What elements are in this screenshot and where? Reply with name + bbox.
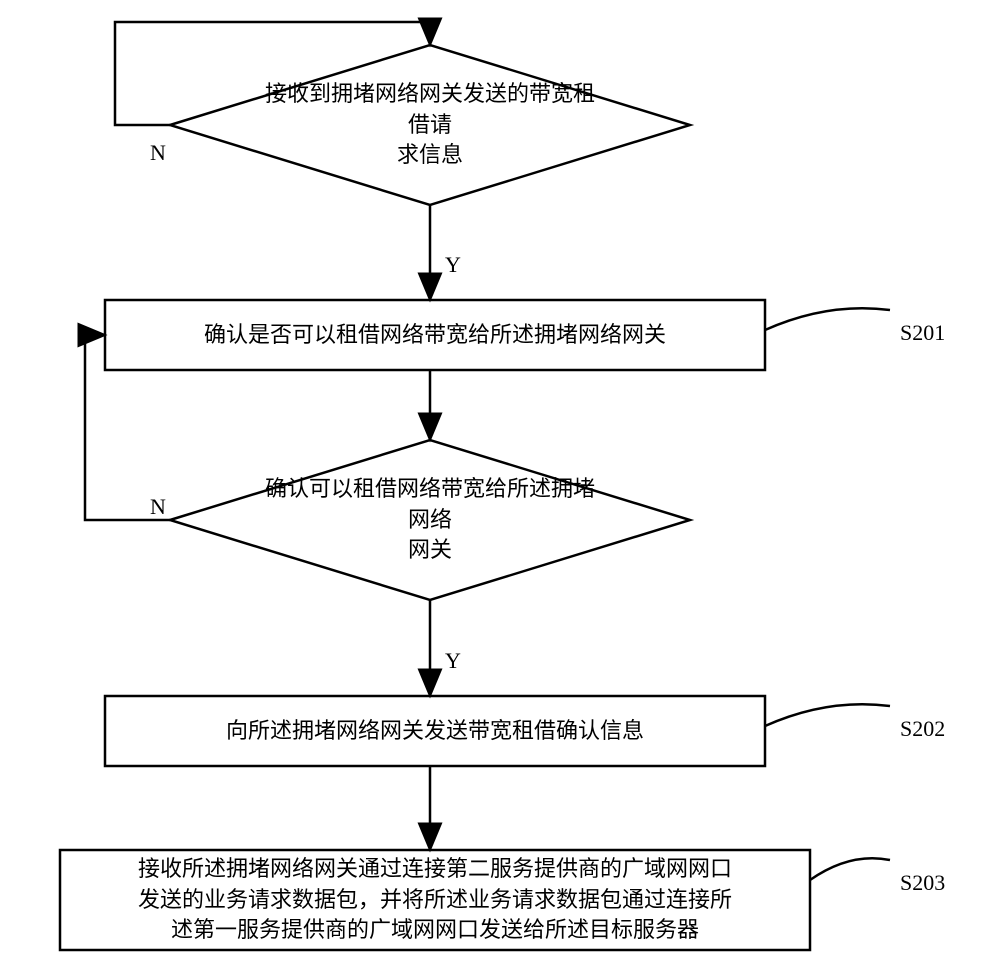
node-process3: 接收所述拥堵网络网关通过连接第二服务提供商的广域网网口 发送的业务请求数据包，并… (60, 850, 810, 950)
node-process2: 向所述拥堵网络网关发送带宽租借确认信息 (105, 696, 765, 766)
step-label-s201: S201 (900, 320, 945, 346)
step-label-s202: S202 (900, 716, 945, 742)
edge-label-n1: N (150, 140, 166, 166)
edge-label-n2: N (150, 494, 166, 520)
node-decision1: 接收到拥堵网络网关发送的带宽租借请 求信息 (255, 73, 606, 177)
edge-label-y1: Y (445, 252, 461, 278)
edge-label-y2: Y (445, 648, 461, 674)
step-label-s203: S203 (900, 870, 945, 896)
node-decision2: 确认可以租借网络带宽给所述拥堵网络 网关 (255, 468, 606, 572)
node-process1: 确认是否可以租借网络带宽给所述拥堵网络网关 (105, 300, 765, 370)
